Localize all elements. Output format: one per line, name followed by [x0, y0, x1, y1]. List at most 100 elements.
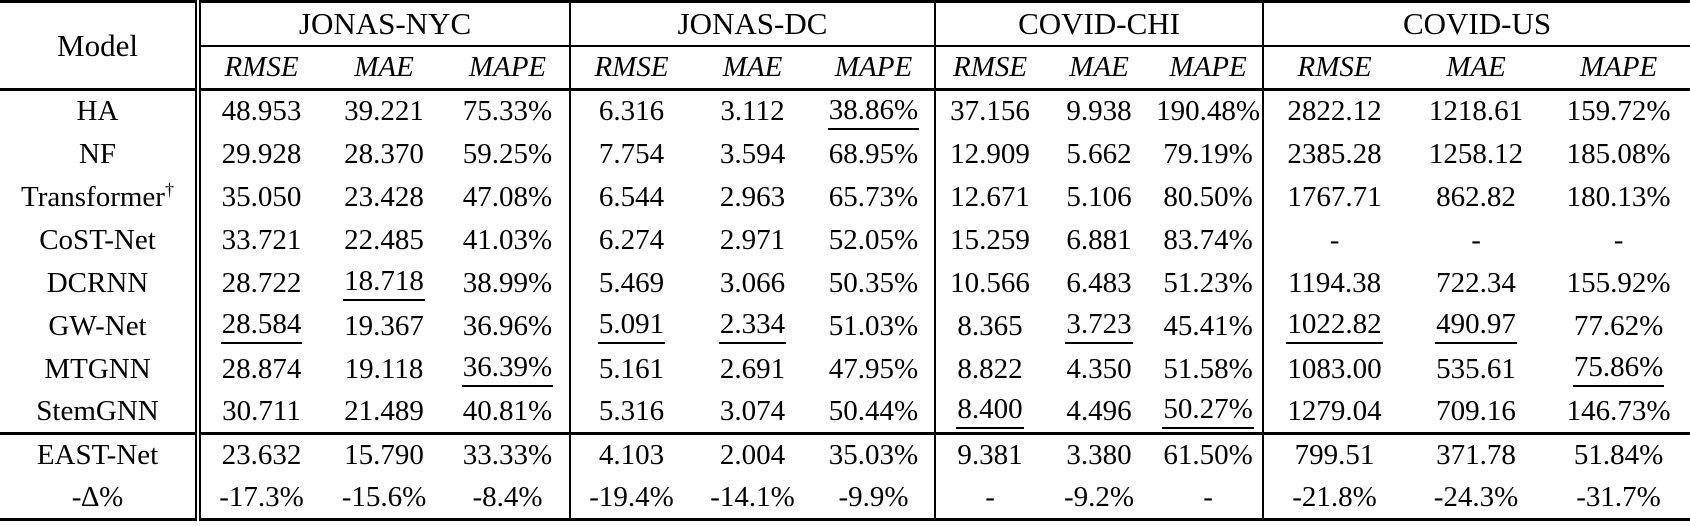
- table-cell: 18.718: [322, 262, 446, 305]
- metric-header-jonas-nyc-mape: MAPE: [446, 45, 570, 91]
- table-cell: 48.953: [221, 95, 302, 128]
- table-cell: -: [934, 476, 1045, 520]
- metric-header-jonas-nyc-mae: MAE: [322, 45, 446, 91]
- table-cell: 722.34: [1436, 266, 1516, 299]
- table-cell: 52.05%: [828, 223, 919, 256]
- underlined-value: 1022.82: [1286, 308, 1383, 345]
- table-row-transformer: Transformer† 35.050 23.428 47.08% 6.544 2.963…: [0, 175, 1690, 219]
- underlined-value: 490.97: [1435, 308, 1517, 345]
- table-cell: 4.350: [1066, 352, 1132, 385]
- table-cell: 38.99%: [462, 266, 553, 299]
- table-cell: 2.691: [719, 352, 786, 385]
- table-cell: 68.95%: [828, 137, 919, 170]
- model-name-cell-gw-net: GW-Net: [0, 304, 201, 348]
- table-cell: 2385.28: [1262, 132, 1406, 176]
- table-cell: 51.58%: [1163, 352, 1253, 385]
- table-cell: 80.50%: [1163, 180, 1253, 213]
- table-cell: 40.81%: [462, 394, 553, 427]
- table-cell: 28.874: [221, 352, 302, 385]
- underlined-value: 2.334: [718, 308, 787, 345]
- table-cell: -9.9%: [838, 480, 909, 513]
- table-cell: 5.161: [569, 347, 692, 391]
- table-cell: 6.483: [1066, 266, 1132, 299]
- model-name-cell-transformer: Transformer†: [0, 175, 201, 219]
- table-cell: 3.380: [1044, 432, 1155, 477]
- table-cell: 146.73%: [1566, 394, 1671, 427]
- table-cell: 23.632: [198, 432, 322, 477]
- header-row-datasets: Model JONAS-NYC JONAS-DC COVID-CHI COVID-US: [0, 1, 1690, 91]
- table-cell: 6.881: [1066, 223, 1132, 256]
- table-cell: -: [1262, 218, 1406, 262]
- table-cell: 7.754: [569, 132, 692, 176]
- table-cell: 75.86%: [1547, 348, 1690, 391]
- table-cell: 5.662: [1066, 137, 1132, 170]
- table-cell: 50.27%: [1154, 391, 1263, 434]
- table-cell: -14.1%: [710, 480, 795, 513]
- table-cell: 709.16: [1436, 394, 1516, 427]
- metric-header-covid-chi-rmse: RMSE: [934, 45, 1045, 91]
- table-cell: 535.61: [1436, 352, 1516, 385]
- table-cell: 36.96%: [462, 309, 553, 342]
- table-cell: 29.928: [221, 137, 302, 170]
- underlined-value: 50.27%: [1162, 393, 1254, 430]
- table-cell: 6.274: [569, 218, 692, 262]
- model-name-cell--: -∆%: [0, 476, 201, 520]
- table-cell: 1258.12: [1428, 137, 1524, 170]
- model-column-header: Model: [0, 1, 201, 91]
- model-name: -∆%: [71, 480, 124, 513]
- table-cell: 51.84%: [1547, 432, 1690, 477]
- table-cell: 33.33%: [446, 432, 570, 477]
- table-row-cost-net: CoST-Net 33.721 22.485 41.03% 6.274 2.971 52.0…: [0, 218, 1690, 262]
- table-cell: -: [1471, 223, 1481, 256]
- dataset-header-jonas-nyc: JONAS-NYC: [198, 1, 570, 47]
- underlined-value: 3.723: [1065, 308, 1133, 345]
- table-cell: 5.091: [569, 304, 692, 348]
- model-name: CoST-Net: [39, 223, 156, 256]
- underlined-value: 18.718: [343, 265, 425, 302]
- table-cell: 45.41%: [1163, 309, 1253, 342]
- table-cell: 19.367: [344, 309, 424, 342]
- model-name-cell-ha: HA: [0, 89, 201, 133]
- table-cell: 8.400: [934, 390, 1045, 434]
- underlined-value: 36.39%: [461, 351, 554, 388]
- table-cell: 2.334: [692, 305, 813, 348]
- underlined-value: 75.86%: [1572, 351, 1665, 388]
- model-name: Transformer: [21, 180, 165, 213]
- table-cell: 3.112: [720, 95, 785, 128]
- metric-header-jonas-dc-mape: MAPE: [813, 45, 936, 91]
- table-cell: 862.82: [1436, 180, 1516, 213]
- table-cell: 75.33%: [462, 95, 553, 128]
- table-cell: 1279.04: [1262, 390, 1406, 434]
- table-cell: 22.485: [344, 223, 424, 256]
- underlined-value: 38.86%: [827, 94, 920, 130]
- table-cell: 4.103: [569, 432, 692, 477]
- table-cell: 2.004: [692, 432, 813, 477]
- table-cell: 3.723: [1044, 305, 1154, 348]
- metric-header-covid-chi-mae: MAE: [1044, 45, 1155, 91]
- model-name-cell-stemgnn: StemGNN: [0, 390, 201, 434]
- table-cell: 77.62%: [1573, 309, 1664, 342]
- table-cell: 3.074: [719, 394, 786, 427]
- table-cell: 39.221: [344, 95, 424, 128]
- table-cell: 2.971: [719, 223, 786, 256]
- table-row-mtgnn: MTGNN 28.874 19.118 36.39% 5.161 2.691 47.95% 8…: [0, 347, 1690, 391]
- model-name-cell-cost-net: CoST-Net: [0, 218, 201, 262]
- table-row-stemgnn: StemGNN 30.711 21.489 40.81% 5.316 3.074 50.44…: [0, 390, 1690, 434]
- table-cell: 47.95%: [828, 352, 919, 385]
- table-cell: 8.365: [934, 304, 1045, 348]
- table-cell: 36.39%: [446, 348, 570, 391]
- model-name-cell-dcrnn: DCRNN: [0, 261, 201, 305]
- dataset-header-covid-chi: COVID-CHI: [934, 1, 1264, 47]
- table-cell: 51.03%: [828, 309, 919, 342]
- model-name-cell-mtgnn: MTGNN: [0, 347, 201, 391]
- table-cell: 15.790: [322, 432, 446, 477]
- table-cell: 190.48%: [1156, 95, 1260, 128]
- table-cell: 38.86%: [813, 90, 935, 133]
- table-cell: 799.51: [1262, 432, 1406, 477]
- table-cell: 37.156: [934, 89, 1045, 133]
- table-cell: -19.4%: [569, 476, 692, 520]
- table-cell: -: [1613, 223, 1624, 256]
- table-cell: 83.74%: [1163, 223, 1253, 256]
